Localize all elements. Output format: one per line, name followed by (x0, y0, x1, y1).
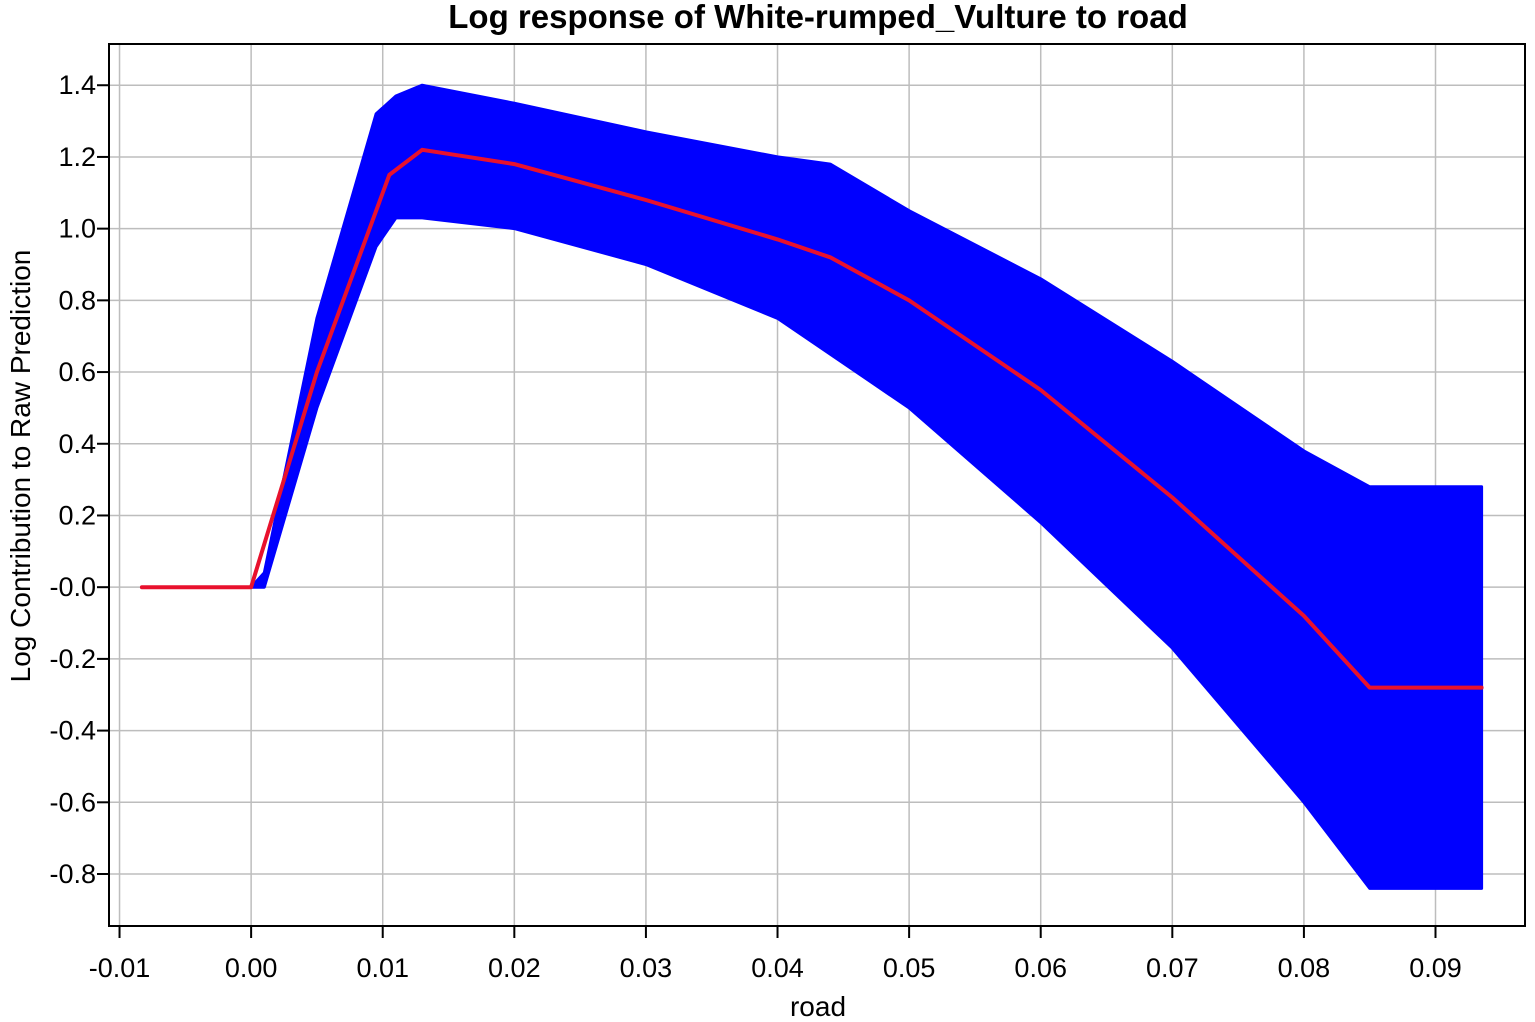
y-tick-label: 0.4 (58, 429, 96, 459)
x-axis-label: road (790, 991, 846, 1022)
x-tick-label: 0.00 (225, 953, 278, 983)
y-tick-label: 0.2 (58, 500, 96, 530)
y-tick-label: 1.4 (58, 70, 96, 100)
y-tick-label: -0.0 (49, 572, 96, 602)
response-line (139, 147, 1484, 690)
x-tick-label: -0.01 (89, 953, 151, 983)
y-tick-label: -0.8 (49, 859, 96, 889)
x-tick-label: 0.09 (1409, 953, 1462, 983)
y-axis-ticks: 1.4 1.2 1.0 0.8 0.6 0.4 0.2 -0.0 -0.2 -0.4 -0.6 -0.… (49, 70, 109, 889)
x-tick-label: 0.01 (356, 953, 409, 983)
y-tick-label: -0.2 (49, 644, 96, 674)
y-tick-label: -0.4 (49, 716, 96, 746)
y-tick-label: 0.6 (58, 357, 96, 387)
x-tick-label: 0.05 (883, 953, 936, 983)
chart-title: Log response of White-rumped_Vulture to … (448, 0, 1187, 35)
x-tick-label: 0.07 (1146, 953, 1199, 983)
x-axis-ticks: -0.01 0.00 0.01 0.02 0.03 0.04 0.05 0.06 0.07 0.0… (89, 926, 1462, 983)
confidence-band (249, 83, 1484, 890)
x-tick-label: 0.04 (751, 953, 804, 983)
x-tick-label: 0.03 (620, 953, 673, 983)
y-tick-label: 1.0 (58, 214, 96, 244)
y-tick-label: 0.8 (58, 285, 96, 315)
x-tick-label: 0.06 (1014, 953, 1067, 983)
x-tick-label: 0.08 (1278, 953, 1331, 983)
band-area (249, 83, 1484, 890)
y-axis-label: Log Contribution to Raw Prediction (5, 250, 36, 683)
y-tick-label: -0.6 (49, 787, 96, 817)
y-tick-label: 1.2 (58, 142, 96, 172)
plot-frame (108, 43, 1526, 927)
mean-response-line (139, 147, 1484, 690)
x-tick-label: 0.02 (488, 953, 541, 983)
